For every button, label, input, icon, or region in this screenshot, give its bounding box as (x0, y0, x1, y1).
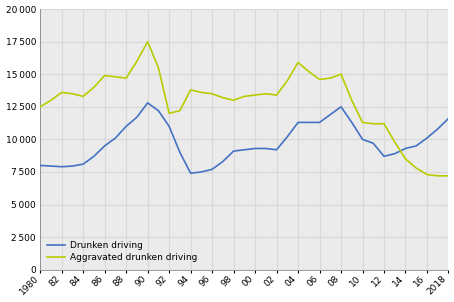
Drunken driving (209, 168, 215, 171)
Drunken driving (102, 144, 108, 148)
Drunken driving (59, 165, 64, 169)
Drunken driving (424, 136, 429, 140)
Aggravated drunken driving (70, 92, 75, 95)
Drunken driving (91, 155, 97, 158)
Aggravated drunken driving (242, 95, 247, 98)
Aggravated drunken driving (167, 111, 172, 115)
Drunken driving (285, 135, 290, 139)
Aggravated drunken driving (156, 66, 161, 69)
Drunken driving (349, 120, 355, 124)
Aggravated drunken driving (274, 93, 279, 97)
Aggravated drunken driving (91, 85, 97, 89)
Drunken driving (220, 160, 226, 163)
Drunken driving (113, 136, 118, 140)
Drunken driving (156, 109, 161, 113)
Aggravated drunken driving (134, 59, 140, 63)
Aggravated drunken driving (414, 166, 419, 170)
Drunken driving (338, 105, 344, 109)
Drunken driving (446, 117, 451, 120)
Aggravated drunken driving (285, 79, 290, 82)
Drunken driving (145, 101, 150, 105)
Drunken driving (80, 162, 86, 166)
Aggravated drunken driving (403, 157, 408, 161)
Drunken driving (134, 115, 140, 119)
Drunken driving (317, 120, 322, 124)
Aggravated drunken driving (424, 173, 429, 176)
Drunken driving (414, 144, 419, 148)
Aggravated drunken driving (446, 174, 451, 178)
Drunken driving (70, 164, 75, 168)
Line: Drunken driving: Drunken driving (40, 103, 449, 173)
Aggravated drunken driving (252, 93, 258, 97)
Drunken driving (306, 120, 311, 124)
Aggravated drunken driving (80, 95, 86, 98)
Aggravated drunken driving (370, 122, 376, 126)
Drunken driving (327, 113, 333, 116)
Aggravated drunken driving (263, 92, 269, 95)
Aggravated drunken driving (360, 120, 365, 124)
Aggravated drunken driving (317, 78, 322, 81)
Aggravated drunken driving (102, 74, 108, 77)
Drunken driving (403, 147, 408, 150)
Aggravated drunken driving (123, 76, 129, 80)
Aggravated drunken driving (435, 174, 440, 178)
Drunken driving (370, 141, 376, 145)
Aggravated drunken driving (48, 98, 54, 102)
Drunken driving (295, 120, 301, 124)
Legend: Drunken driving, Aggravated drunken driving: Drunken driving, Aggravated drunken driv… (45, 238, 200, 265)
Aggravated drunken driving (38, 105, 43, 109)
Aggravated drunken driving (209, 92, 215, 95)
Aggravated drunken driving (188, 88, 193, 92)
Drunken driving (392, 152, 397, 156)
Aggravated drunken driving (220, 96, 226, 99)
Aggravated drunken driving (199, 91, 204, 94)
Drunken driving (435, 127, 440, 131)
Drunken driving (274, 148, 279, 152)
Aggravated drunken driving (327, 76, 333, 80)
Drunken driving (199, 170, 204, 174)
Aggravated drunken driving (306, 70, 311, 73)
Aggravated drunken driving (177, 109, 183, 113)
Drunken driving (381, 155, 387, 158)
Drunken driving (242, 148, 247, 152)
Drunken driving (38, 164, 43, 167)
Aggravated drunken driving (231, 98, 237, 102)
Drunken driving (263, 147, 269, 150)
Aggravated drunken driving (295, 61, 301, 64)
Drunken driving (360, 137, 365, 141)
Aggravated drunken driving (392, 140, 397, 144)
Drunken driving (231, 149, 237, 153)
Aggravated drunken driving (113, 75, 118, 79)
Drunken driving (177, 151, 183, 154)
Aggravated drunken driving (145, 40, 150, 43)
Drunken driving (252, 147, 258, 150)
Drunken driving (48, 164, 54, 168)
Aggravated drunken driving (381, 122, 387, 126)
Aggravated drunken driving (338, 72, 344, 76)
Drunken driving (123, 124, 129, 128)
Line: Aggravated drunken driving: Aggravated drunken driving (40, 42, 449, 176)
Drunken driving (188, 172, 193, 175)
Drunken driving (167, 124, 172, 128)
Aggravated drunken driving (349, 98, 355, 102)
Aggravated drunken driving (59, 91, 64, 94)
